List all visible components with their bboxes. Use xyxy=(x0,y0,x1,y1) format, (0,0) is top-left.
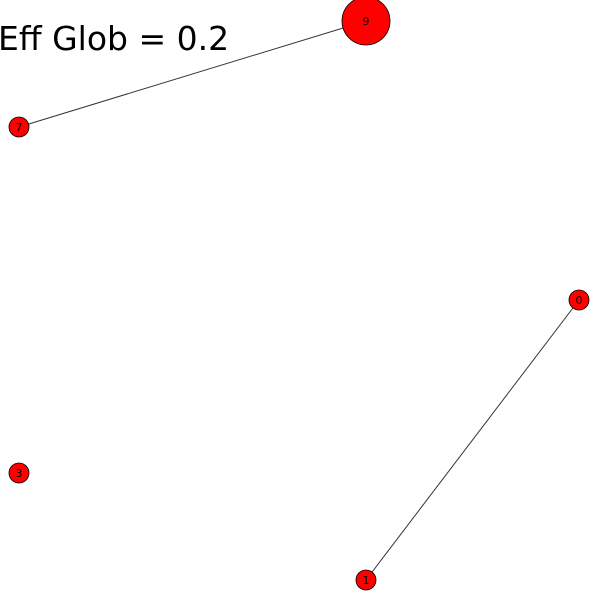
node-3: 3 xyxy=(8,462,30,484)
node-label: 3 xyxy=(16,467,23,480)
edge-9-7 xyxy=(18,20,367,128)
node-1: 1 xyxy=(355,569,377,591)
node-circle xyxy=(568,289,590,311)
edges-layer xyxy=(18,20,580,581)
node-circle xyxy=(8,462,30,484)
nodes-layer: 9 7 0 3 1 xyxy=(8,0,590,591)
node-9: 9 xyxy=(341,0,391,46)
node-label: 0 xyxy=(576,294,583,307)
edge-0-1 xyxy=(365,299,580,581)
node-circle xyxy=(8,116,30,138)
node-label: 7 xyxy=(16,121,23,134)
node-7: 7 xyxy=(8,116,30,138)
node-circle xyxy=(341,0,391,46)
graph-title: Eff Glob = 0.2 xyxy=(0,19,229,58)
node-0: 0 xyxy=(568,289,590,311)
node-label: 1 xyxy=(363,574,370,587)
node-circle xyxy=(355,569,377,591)
node-label: 9 xyxy=(363,15,370,28)
